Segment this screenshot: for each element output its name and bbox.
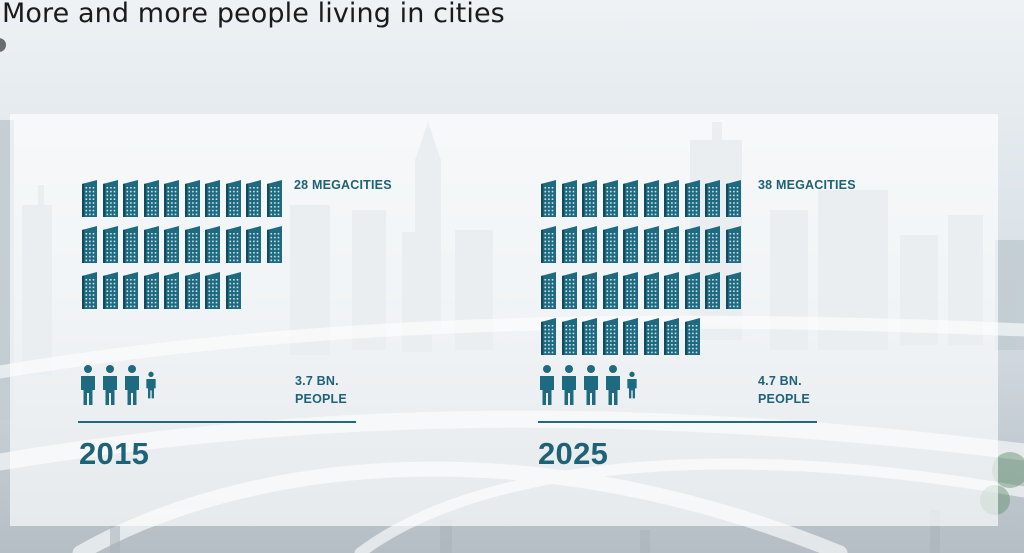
person-icon: [626, 364, 638, 406]
people-2025-icons: [538, 364, 644, 406]
building-icon: [663, 317, 680, 357]
building-icon: [602, 317, 619, 357]
building-icon: [204, 225, 221, 265]
building-icon: [266, 225, 283, 265]
building-icon: [622, 271, 639, 311]
megacities-2015-label: 28 MEGACITIES: [294, 178, 392, 192]
building-icon: [163, 225, 180, 265]
people-2025-value: 4.7 BN.: [758, 374, 802, 388]
divider-2025: [538, 421, 817, 423]
building-icon: [143, 179, 160, 219]
building-icon: [225, 179, 242, 219]
building-icon: [184, 271, 201, 311]
building-icon: [725, 271, 742, 311]
building-icon: [102, 225, 119, 265]
person-icon: [560, 364, 578, 406]
building-icon: [561, 317, 578, 357]
building-icon: [81, 179, 98, 219]
people-2025-unit: PEOPLE: [758, 392, 810, 406]
building-icon: [643, 225, 660, 265]
megacities-2015-icons: [81, 179, 283, 311]
building-icon: [704, 225, 721, 265]
building-icon: [245, 225, 262, 265]
building-icon: [663, 271, 680, 311]
building-icon: [643, 271, 660, 311]
building-icon: [81, 271, 98, 311]
building-icon: [704, 271, 721, 311]
building-icon: [684, 225, 701, 265]
building-icon: [643, 179, 660, 219]
building-icon: [81, 225, 98, 265]
building-icon: [102, 271, 119, 311]
person-icon: [538, 364, 556, 406]
building-icon: [245, 179, 262, 219]
building-icon: [204, 271, 221, 311]
building-icon: [143, 271, 160, 311]
building-icon: [184, 225, 201, 265]
building-icon: [704, 179, 721, 219]
building-icon: [622, 225, 639, 265]
building-icon: [540, 271, 557, 311]
building-icon: [225, 271, 242, 311]
building-icon: [622, 317, 639, 357]
people-2015-unit: PEOPLE: [295, 392, 347, 406]
person-icon: [582, 364, 600, 406]
building-icon: [684, 317, 701, 357]
building-icon: [581, 317, 598, 357]
building-icon: [581, 271, 598, 311]
building-icon: [684, 179, 701, 219]
building-icon: [163, 179, 180, 219]
building-icon: [540, 317, 557, 357]
person-icon: [145, 364, 157, 406]
building-icon: [561, 179, 578, 219]
year-2015: 2015: [79, 436, 150, 471]
building-icon: [204, 179, 221, 219]
year-2025: 2025: [538, 436, 609, 471]
building-icon: [663, 225, 680, 265]
people-2015-value: 3.7 BN.: [295, 374, 339, 388]
building-icon: [540, 179, 557, 219]
person-icon: [604, 364, 622, 406]
divider-2015: [78, 421, 356, 423]
building-icon: [143, 225, 160, 265]
nav-handle[interactable]: [0, 38, 6, 52]
people-2015-icons: [79, 364, 185, 406]
building-icon: [643, 317, 660, 357]
person-icon: [123, 364, 141, 406]
building-icon: [581, 225, 598, 265]
building-icon: [622, 179, 639, 219]
megacities-2025-label: 38 MEGACITIES: [758, 178, 856, 192]
building-icon: [684, 271, 701, 311]
building-icon: [163, 271, 180, 311]
building-icon: [725, 179, 742, 219]
building-icon: [602, 179, 619, 219]
building-icon: [725, 225, 742, 265]
building-icon: [225, 225, 242, 265]
building-icon: [266, 179, 283, 219]
building-icon: [122, 179, 139, 219]
building-icon: [561, 271, 578, 311]
building-icon: [602, 225, 619, 265]
building-icon: [102, 179, 119, 219]
building-icon: [540, 225, 557, 265]
building-icon: [581, 179, 598, 219]
building-icon: [663, 179, 680, 219]
megacities-2025-icons: [540, 179, 742, 357]
building-icon: [122, 225, 139, 265]
building-icon: [561, 225, 578, 265]
person-icon: [79, 364, 97, 406]
building-icon: [122, 271, 139, 311]
building-icon: [184, 179, 201, 219]
page-title: More and more people living in cities: [2, 0, 505, 29]
person-icon: [101, 364, 119, 406]
building-icon: [602, 271, 619, 311]
infographic-panel: [10, 114, 998, 526]
